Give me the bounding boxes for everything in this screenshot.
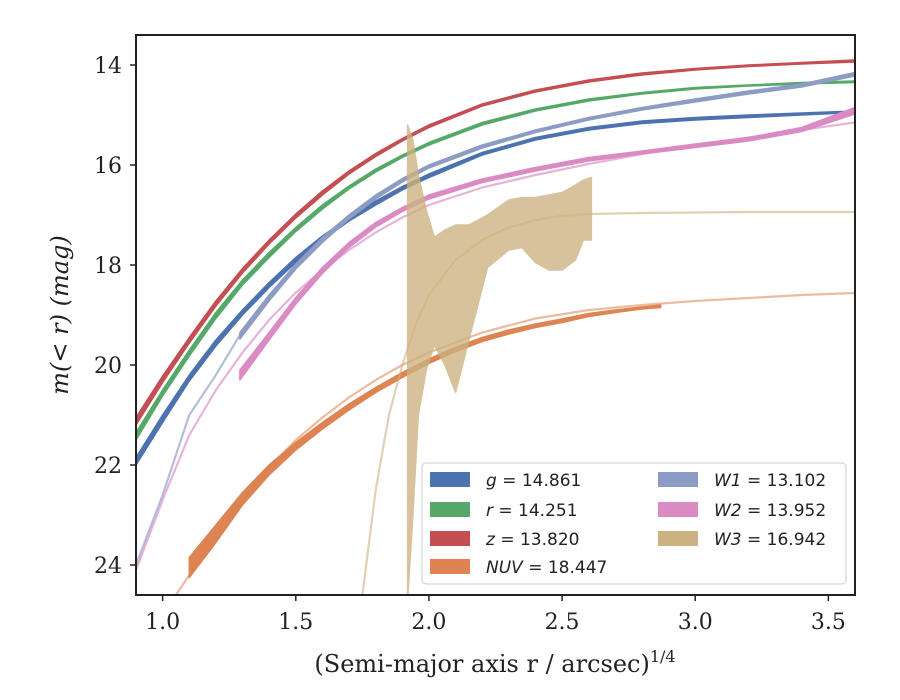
y-tick-label: 24 <box>94 554 122 579</box>
legend-label-w1: W1 = 13.102 <box>714 471 826 491</box>
y-axis-label: m(< r) (mag) <box>46 235 74 394</box>
legend-label-w2: W2 = 13.952 <box>714 501 826 521</box>
x-tick-label: 3.5 <box>811 610 846 635</box>
legend-label-z: z = 13.820 <box>485 530 579 550</box>
x-axis-label-text: (Semi-major axis r / arcsec) <box>314 650 649 678</box>
series-nuv-band <box>188 304 662 579</box>
y-tick-label: 14 <box>94 54 122 79</box>
series-w3-band <box>406 124 593 595</box>
series-r-band <box>136 80 855 441</box>
legend-label-w3: W3 = 16.942 <box>714 530 826 550</box>
legend-swatch-w1 <box>658 472 698 487</box>
plot-frame <box>135 34 856 596</box>
y-tick-label: 22 <box>94 454 122 479</box>
series-nuv-line <box>174 291 855 595</box>
y-tick-label: 18 <box>94 254 122 279</box>
x-axis: 1.0 1.5 2.0 2.5 3.0 3.5 <box>145 595 846 635</box>
x-axis-label-superscript: 1/4 <box>650 647 676 666</box>
legend-label-r: r = 14.251 <box>486 501 578 521</box>
legend-swatch-g <box>430 472 470 487</box>
series-w1-band <box>239 71 855 340</box>
x-tick-label: 1.5 <box>278 610 313 635</box>
legend-box <box>421 462 847 585</box>
legend-swatch-r <box>430 502 470 517</box>
series-w2-line <box>136 121 855 571</box>
series-z-band <box>136 59 855 426</box>
series-w2-band <box>239 106 855 381</box>
x-tick-label: 1.0 <box>145 610 180 635</box>
y-tick-label: 20 <box>94 354 122 379</box>
x-tick-label: 2.0 <box>411 610 446 635</box>
y-tick-label: 16 <box>94 154 122 179</box>
legend-swatch-z <box>430 531 470 546</box>
series-w1-line <box>136 334 241 566</box>
legend-swatch-w2 <box>658 502 698 517</box>
legend-swatch-w3 <box>658 531 698 546</box>
series-w3-line <box>361 210 855 595</box>
y-axis: 14 16 18 20 22 24 <box>94 54 136 579</box>
legend-label-g: g = 14.861 <box>486 471 581 491</box>
series-layer <box>136 59 855 595</box>
x-tick-label: 3.0 <box>678 610 713 635</box>
legend-label-nuv: NUV = 18.447 <box>486 558 607 578</box>
x-tick-label: 2.5 <box>545 610 580 635</box>
x-axis-label: (Semi-major axis r / arcsec)1/4 <box>314 647 675 678</box>
legend-swatch-nuv <box>430 559 470 574</box>
legend: g = 14.861 r = 14.251 z = 13.820 NUV = 18.4… <box>421 462 847 585</box>
